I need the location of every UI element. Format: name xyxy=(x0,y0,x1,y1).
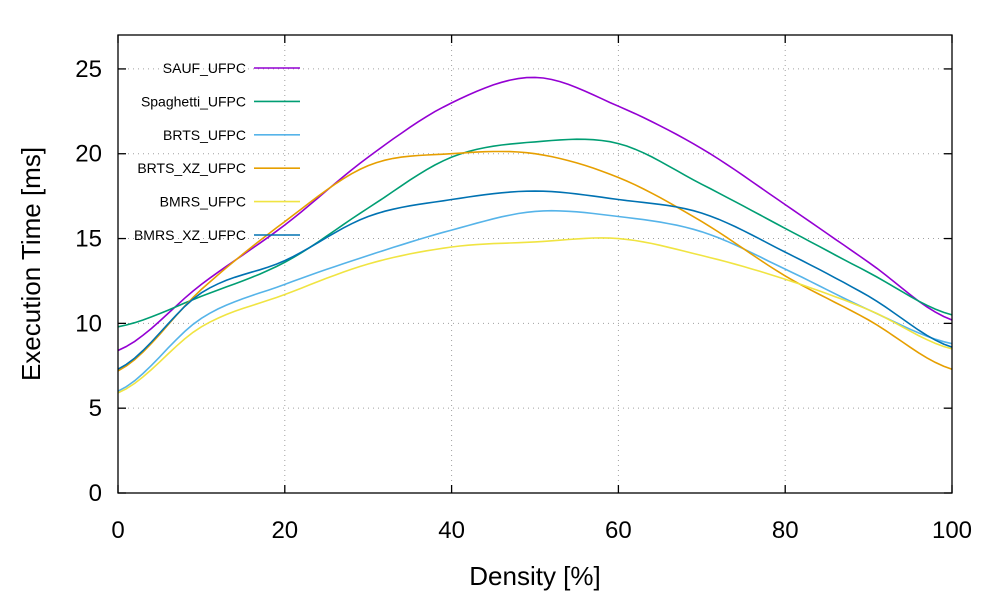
y-axis-title: Execution Time [ms] xyxy=(16,147,46,381)
series-line-brts-xz-ufpc xyxy=(117,150,953,372)
series-line-brts-ufpc xyxy=(117,209,953,392)
x-axis-title: Density [%] xyxy=(469,561,601,591)
y-tick-label: 0 xyxy=(89,480,102,507)
x-tick-label: 60 xyxy=(605,517,632,544)
y-tick-label: 25 xyxy=(75,56,102,83)
legend: SAUF_UFPC Spaghetti_UFPC BRTS_UFPC BRTS_XZ_… xyxy=(134,60,300,243)
y-tick-label: 10 xyxy=(75,310,102,337)
x-tick-label: 0 xyxy=(111,517,124,544)
axis-ticks: 0 20 40 60 80 100 0 5 10 15 20 25 xyxy=(75,35,972,544)
y-tick-label: 20 xyxy=(75,141,102,168)
series-line-bmrs-xz-ufpc xyxy=(117,190,953,370)
grid xyxy=(118,35,952,493)
y-tick-label: 15 xyxy=(75,226,102,253)
legend-label: BRTS_XZ_UFPC xyxy=(137,160,246,176)
legend-label: BRTS_UFPC xyxy=(163,127,246,143)
x-tick-label: 100 xyxy=(932,517,972,544)
series-lines xyxy=(117,76,953,394)
x-tick-label: 40 xyxy=(438,517,465,544)
plot-frame xyxy=(117,34,953,494)
x-tick-label: 80 xyxy=(772,517,799,544)
legend-label: BMRS_XZ_UFPC xyxy=(134,227,246,243)
y-tick-label: 5 xyxy=(89,395,102,422)
x-tick-label: 20 xyxy=(271,517,298,544)
series-line-sauf-ufpc xyxy=(117,76,953,352)
legend-label: SAUF_UFPC xyxy=(163,60,246,76)
series-line-spaghetti-ufpc xyxy=(117,138,953,328)
legend-label: Spaghetti_UFPC xyxy=(141,93,246,109)
legend-label: BMRS_UFPC xyxy=(160,194,246,210)
series-line-bmrs-ufpc xyxy=(117,237,953,394)
